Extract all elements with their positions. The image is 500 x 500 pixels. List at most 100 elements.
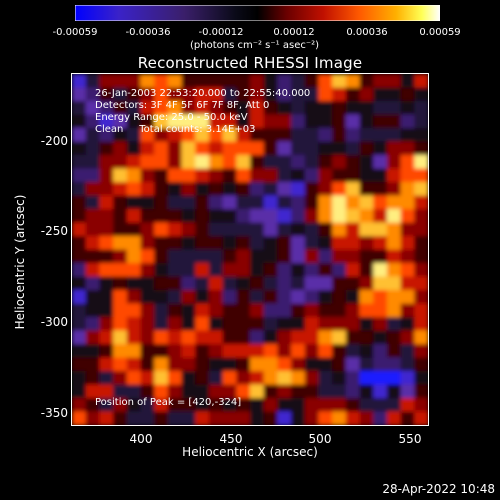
image-pixel — [85, 357, 100, 372]
image-pixel — [181, 249, 196, 264]
image-pixel — [291, 209, 306, 224]
image-pixel — [400, 100, 415, 116]
image-pixel — [386, 344, 402, 359]
image-pixel — [291, 154, 306, 170]
image-pixel — [373, 154, 388, 170]
image-pixel — [386, 289, 402, 305]
image-pixel — [208, 263, 224, 278]
image-pixel — [291, 222, 306, 237]
image-pixel — [332, 316, 347, 332]
colorbar-tick-label: 0.00012 — [273, 27, 315, 38]
image-pixel — [414, 209, 428, 224]
image-pixel — [345, 209, 361, 224]
image-pixel — [304, 344, 320, 359]
image-pixel — [113, 370, 128, 386]
image-pixel — [263, 87, 278, 102]
image-pixel — [318, 114, 333, 129]
image-pixel — [99, 357, 114, 372]
image-pixel — [167, 330, 183, 345]
image-pixel — [85, 235, 100, 251]
image-pixel — [332, 222, 347, 237]
image-pixel — [154, 398, 169, 413]
image-pixel — [85, 100, 100, 116]
image-pixel — [250, 289, 265, 305]
image-pixel — [181, 87, 196, 102]
image-pixel — [85, 195, 100, 210]
image-pixel — [99, 249, 114, 264]
image-pixel — [291, 398, 306, 413]
colorbar-tick-label: 0.00059 — [419, 27, 461, 38]
image-pixel — [373, 384, 388, 399]
image-pixel — [154, 384, 169, 399]
image-pixel — [195, 74, 210, 89]
image-pixel — [99, 222, 114, 237]
image-pixel — [181, 154, 196, 170]
overlay-energy-range: Energy Range: 25.0 - 50.0 keV — [95, 112, 248, 123]
image-pixel — [277, 398, 292, 413]
image-pixel — [113, 249, 128, 264]
image-pixel — [99, 154, 114, 170]
image-pixel — [181, 74, 196, 89]
image-pixel — [359, 357, 374, 372]
image-pixel — [400, 411, 415, 425]
image-pixel — [99, 74, 114, 89]
image-pixel — [99, 128, 114, 143]
image-pixel — [386, 74, 402, 89]
image-pixel — [345, 276, 361, 291]
image-pixel — [277, 195, 292, 210]
image-pixel — [332, 249, 347, 264]
image-pixel — [126, 168, 142, 183]
image-pixel — [126, 276, 142, 291]
image-pixel — [263, 370, 278, 386]
image-pixel — [345, 114, 361, 129]
image-pixel — [332, 74, 347, 89]
image-pixel — [359, 195, 374, 210]
image-pixel — [304, 411, 320, 425]
image-pixel — [373, 263, 388, 278]
image-pixel — [126, 384, 142, 399]
image-pixel — [222, 235, 237, 251]
image-pixel — [373, 87, 388, 102]
image-pixel — [167, 289, 183, 305]
image-pixel — [250, 330, 265, 345]
image-pixel — [373, 398, 388, 413]
image-pixel — [400, 114, 415, 129]
image-pixel — [222, 398, 237, 413]
image-pixel — [154, 303, 169, 318]
image-pixel — [154, 141, 169, 156]
image-pixel — [167, 195, 183, 210]
image-pixel — [359, 330, 374, 345]
image-pixel — [263, 330, 278, 345]
image-pixel — [236, 370, 251, 386]
image-pixel — [345, 357, 361, 372]
image-pixel — [113, 114, 128, 129]
image-pixel — [277, 357, 292, 372]
image-pixel — [332, 168, 347, 183]
image-pixel — [291, 344, 306, 359]
image-pixel — [359, 411, 374, 425]
image-pixel — [140, 263, 155, 278]
image-pixel — [99, 411, 114, 425]
image-pixel — [291, 316, 306, 332]
image-pixel — [318, 74, 333, 89]
image-pixel — [181, 100, 196, 116]
image-pixel — [400, 235, 415, 251]
image-pixel — [208, 74, 224, 89]
image-pixel — [386, 263, 402, 278]
image-pixel — [140, 141, 155, 156]
image-pixel — [318, 87, 333, 102]
image-pixel — [154, 182, 169, 197]
image-pixel — [195, 128, 210, 143]
image-pixel — [359, 370, 374, 386]
image-pixel — [414, 141, 428, 156]
image-pixel — [99, 100, 114, 116]
image-pixel — [263, 209, 278, 224]
image-pixel — [99, 87, 114, 102]
image-pixel — [359, 235, 374, 251]
image-pixel — [126, 316, 142, 332]
image-pixel — [195, 249, 210, 264]
image-pixel — [414, 384, 428, 399]
image-pixel — [332, 100, 347, 116]
image-pixel — [222, 330, 237, 345]
image-pixel — [72, 398, 87, 413]
